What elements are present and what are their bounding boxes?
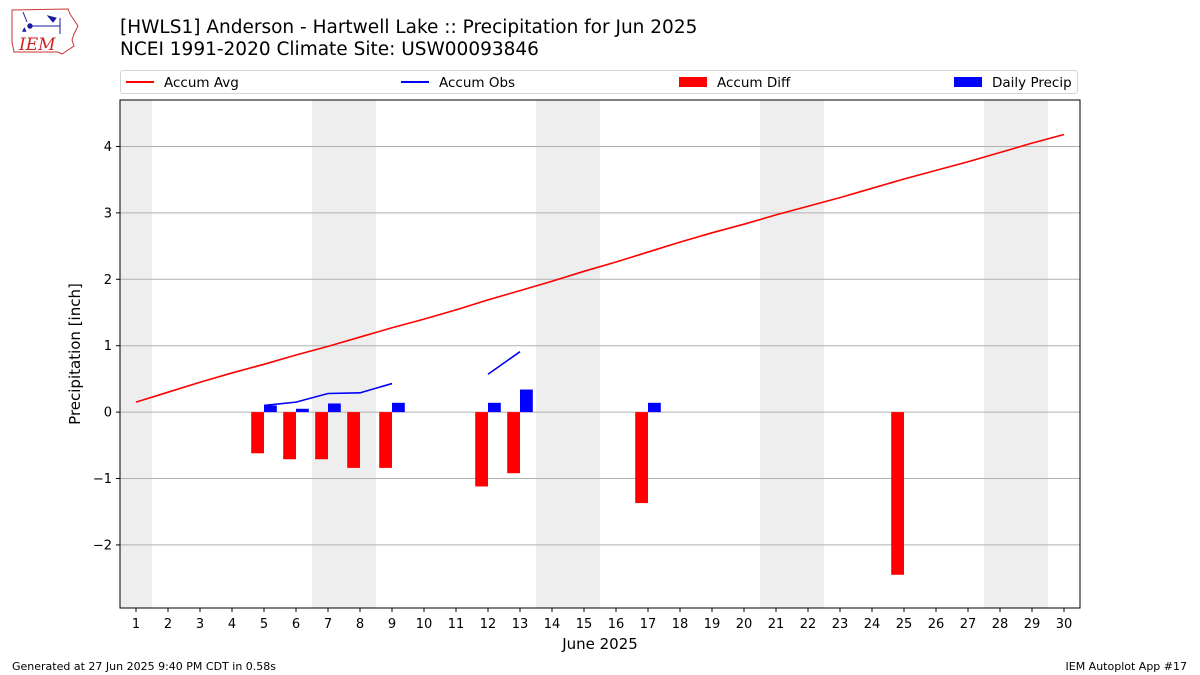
daily-precip-bar-day-6: [296, 408, 309, 413]
y-tick-label: 3: [104, 206, 112, 221]
x-tick-label: 1: [132, 617, 140, 632]
legend-label-accum-avg: Accum Avg: [164, 75, 239, 91]
accum-diff-bar-day-7: [315, 412, 328, 460]
daily-precip-bar-day-9: [392, 402, 405, 413]
weekend-band-14: [536, 100, 568, 608]
x-tick-label: 3: [196, 617, 204, 632]
x-tick-label: 22: [800, 617, 817, 632]
iem-logo: ▲ IEM: [11, 8, 79, 55]
legend-label-accum-diff: Accum Diff: [717, 75, 791, 91]
daily-precip-bar-day-5: [264, 405, 277, 413]
x-tick-label: 9: [388, 617, 396, 632]
accum-avg-line: [135, 133, 1065, 403]
x-tick-label: 10: [416, 617, 433, 632]
y-tick-label: 0: [104, 406, 112, 421]
weekend-band-28: [984, 100, 1016, 608]
weekend-band-1: [120, 100, 152, 608]
weekend-band-7: [312, 100, 344, 608]
x-tick-label: 24: [864, 617, 881, 632]
x-tick-label: 15: [576, 617, 593, 632]
chart-title: [HWLS1] Anderson - Hartwell Lake :: Prec…: [120, 17, 697, 61]
accum-diff-bar-day-12: [475, 412, 488, 487]
accum-diff-bar-day-5: [251, 412, 264, 454]
x-tick-label: 20: [736, 617, 753, 632]
legend: Accum Avg Accum Obs Accum Diff Daily Pre…: [120, 70, 1078, 94]
y-tick-label: 2: [104, 273, 112, 288]
x-tick-label: 6: [292, 617, 300, 632]
x-tick-label: 19: [704, 617, 721, 632]
x-tick-label: 26: [928, 617, 945, 632]
x-tick-label: 28: [992, 617, 1009, 632]
title-line-1: [HWLS1] Anderson - Hartwell Lake :: Prec…: [120, 17, 698, 38]
footer-app: IEM Autoplot App #17: [1065, 660, 1188, 673]
accum-diff-bar-day-17: [635, 412, 648, 504]
y-tick-label: −2: [93, 538, 112, 553]
x-axis-label: June 2025: [561, 635, 638, 653]
accum-obs-line-segment-1: [263, 382, 393, 407]
y-tick-label: 4: [104, 140, 112, 155]
logo-text: IEM: [18, 35, 56, 55]
x-tick-label: 18: [672, 617, 689, 632]
accum-obs-line-segment-2: [487, 351, 521, 375]
daily-precip-bar-day-7: [328, 403, 341, 413]
daily-precip-bar-day-12: [488, 402, 501, 413]
legend-item-accum-diff: Accum Diff: [679, 74, 790, 92]
weekend-band-21: [760, 100, 792, 608]
x-tick-label: 7: [324, 617, 332, 632]
legend-label-accum-obs: Accum Obs: [439, 75, 516, 91]
x-tick-label: 8: [356, 617, 364, 632]
x-tick-label: 27: [960, 617, 977, 632]
accum-diff-bar-day-8: [347, 412, 360, 468]
x-tick-label: 5: [260, 617, 268, 632]
x-tick-label: 13: [512, 617, 529, 632]
weekend-band-29: [1016, 100, 1048, 608]
x-tick-label: 11: [448, 617, 465, 632]
y-tick-label: 1: [104, 339, 112, 354]
accum-diff-bar-day-25: [891, 412, 904, 575]
legend-swatch-accum-diff: [679, 77, 707, 87]
weekend-band-22: [792, 100, 824, 608]
accum-diff-bar-day-9: [379, 412, 392, 468]
legend-label-daily-precip: Daily Precip: [992, 75, 1072, 91]
daily-precip-bar-day-13: [520, 389, 533, 413]
x-tick-label: 4: [228, 617, 236, 632]
x-tick-label: 29: [1024, 617, 1041, 632]
iowa-outline-shape: [11, 8, 79, 55]
legend-item-daily-precip: Daily Precip: [954, 74, 1072, 92]
x-tick-label: 25: [896, 617, 913, 632]
title-line-2: NCEI 1991-2020 Climate Site: USW00093846: [120, 39, 539, 60]
x-tick-label: 14: [544, 617, 561, 632]
plot-frame: [119, 99, 1081, 609]
legend-swatch-daily-precip: [954, 77, 982, 87]
svg-text:▲: ▲: [22, 26, 27, 33]
x-tick-label: 16: [608, 617, 625, 632]
y-axis-label: Precipitation [inch]: [66, 283, 84, 425]
x-tick-label: 23: [832, 617, 849, 632]
x-tick-label: 2: [164, 617, 172, 632]
weekend-band-8: [344, 100, 376, 608]
x-tick-label: 12: [480, 617, 497, 632]
x-tick-label: 21: [768, 617, 785, 632]
accum-diff-bar-day-13: [507, 412, 520, 474]
weekend-band-15: [568, 100, 600, 608]
legend-item-accum-obs: Accum Obs: [401, 74, 515, 92]
x-tick-label: 17: [640, 617, 657, 632]
legend-swatch-accum-avg: [126, 81, 154, 83]
footer-generated: Generated at 27 Jun 2025 9:40 PM CDT in …: [12, 660, 277, 673]
legend-swatch-accum-obs: [401, 81, 429, 83]
legend-item-accum-avg: Accum Avg: [126, 74, 239, 92]
daily-precip-bar-day-17: [648, 402, 661, 413]
x-tick-label: 30: [1056, 617, 1073, 632]
y-tick-label: −1: [93, 472, 112, 487]
weather-instrument-icon: ▲: [22, 11, 61, 34]
accum-diff-bar-day-6: [283, 412, 296, 460]
